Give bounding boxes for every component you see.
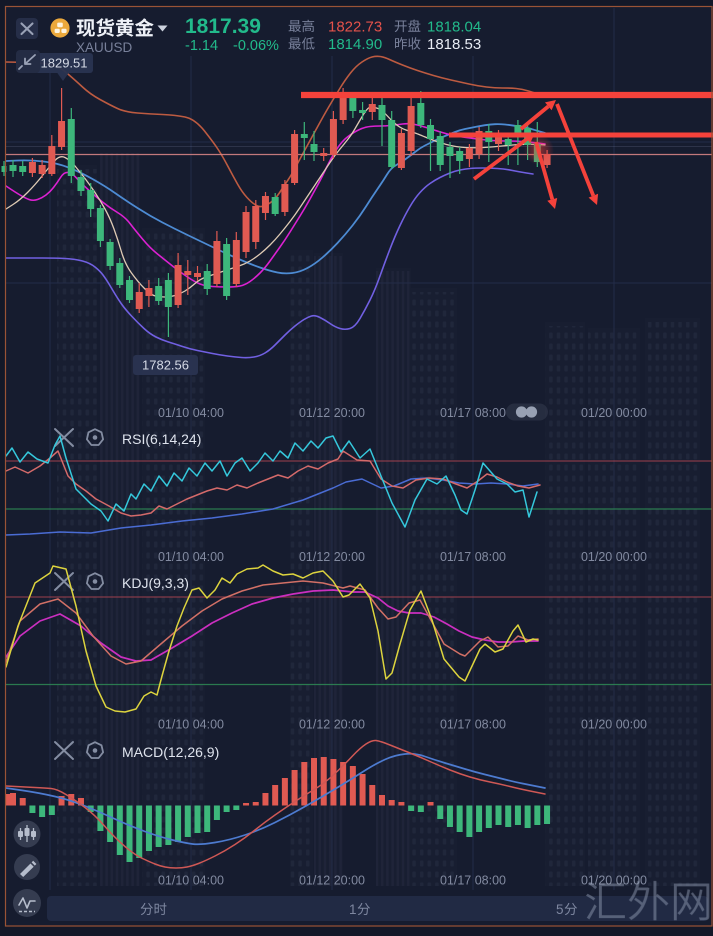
svg-text:01/12 20:00: 01/12 20:00 bbox=[299, 550, 365, 564]
svg-text:01/12 20:00: 01/12 20:00 bbox=[299, 874, 365, 888]
svg-text:1822.73: 1822.73 bbox=[328, 19, 382, 36]
svg-text:01/20 00:00: 01/20 00:00 bbox=[581, 406, 647, 420]
svg-text:1782.56: 1782.56 bbox=[142, 358, 189, 373]
svg-text:1818.04: 1818.04 bbox=[427, 19, 481, 36]
svg-text:01/17 08:00: 01/17 08:00 bbox=[440, 406, 506, 420]
svg-text:01/12 20:00: 01/12 20:00 bbox=[299, 718, 365, 732]
svg-text:1817.39: 1817.39 bbox=[185, 15, 261, 38]
svg-text:01/17 08:00: 01/17 08:00 bbox=[440, 874, 506, 888]
svg-text:01/20 00:00: 01/20 00:00 bbox=[581, 550, 647, 564]
svg-text:01/20 00:00: 01/20 00:00 bbox=[581, 718, 647, 732]
svg-text:XAUUSD: XAUUSD bbox=[76, 40, 133, 55]
svg-text:01/10 04:00: 01/10 04:00 bbox=[158, 718, 224, 732]
svg-text:-0.06%: -0.06% bbox=[233, 38, 279, 54]
svg-text:1829.51: 1829.51 bbox=[41, 56, 88, 71]
svg-text:01/10 04:00: 01/10 04:00 bbox=[158, 406, 224, 420]
svg-text:1818.53: 1818.53 bbox=[427, 36, 481, 53]
svg-text:01/17 08:00: 01/17 08:00 bbox=[440, 718, 506, 732]
svg-text:01/17 08:00: 01/17 08:00 bbox=[440, 550, 506, 564]
svg-text:01/10 04:00: 01/10 04:00 bbox=[158, 550, 224, 564]
svg-text:1: 1 bbox=[349, 902, 357, 917]
svg-text:RSI(6,14,24): RSI(6,14,24) bbox=[122, 431, 201, 447]
svg-text:01/10 04:00: 01/10 04:00 bbox=[158, 874, 224, 888]
svg-text:01/12 20:00: 01/12 20:00 bbox=[299, 406, 365, 420]
svg-text:-1.14: -1.14 bbox=[185, 38, 218, 54]
svg-text:MACD(12,26,9): MACD(12,26,9) bbox=[122, 744, 219, 760]
svg-text:5: 5 bbox=[556, 902, 564, 917]
svg-text:01/20 00:00: 01/20 00:00 bbox=[581, 874, 647, 888]
svg-text:1814.90: 1814.90 bbox=[328, 36, 382, 53]
svg-text:KDJ(9,3,3): KDJ(9,3,3) bbox=[122, 575, 189, 591]
